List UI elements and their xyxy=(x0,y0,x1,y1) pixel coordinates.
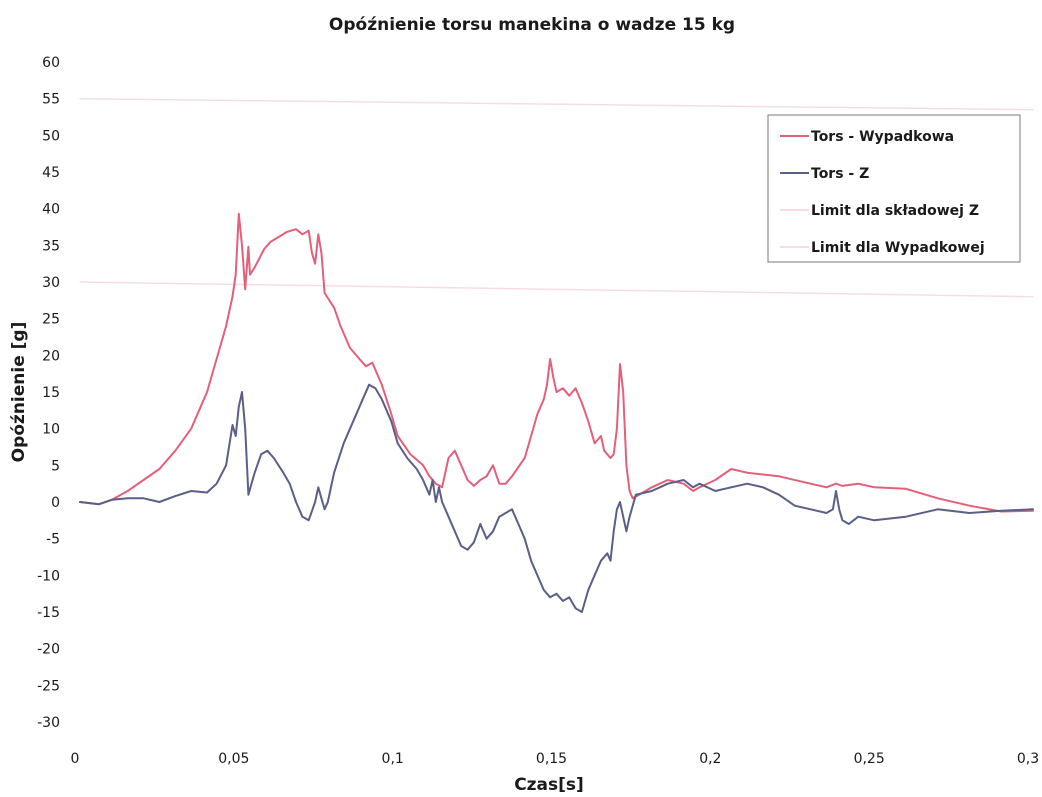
y-tick-label: 0 xyxy=(51,495,60,511)
legend-label: Limit dla Wypadkowej xyxy=(811,240,985,256)
x-tick-label: 0,15 xyxy=(536,751,567,767)
legend-box xyxy=(767,114,1021,263)
y-tick-label: 50 xyxy=(42,128,60,144)
x-tick-label: 0 xyxy=(71,751,80,767)
y-tick-label: 55 xyxy=(42,92,60,108)
series-line-3 xyxy=(79,281,1034,298)
y-tick-label: -15 xyxy=(37,605,60,621)
series-line-1 xyxy=(79,212,1034,513)
y-tick-label: 60 xyxy=(42,55,60,71)
y-axis-title: Opóźnienie [g] xyxy=(9,322,29,463)
x-tick-label: 0,25 xyxy=(854,751,885,767)
y-tick-label: 25 xyxy=(42,312,60,328)
x-tick-label: 0,1 xyxy=(382,751,404,767)
y-tick-label: -30 xyxy=(37,715,60,731)
x-tick-label: 0,2 xyxy=(699,751,721,767)
chart-title: Opóźnienie torsu manekina o wadze 15 kg xyxy=(329,15,735,35)
legend-label: Tors - Wypadkowa xyxy=(811,129,954,145)
y-tick-labels: -30 -25 -20 -15 -10 -5 0 5 10 15 20 25 30 35 40 45 50 55 6… xyxy=(37,55,60,731)
y-tick-label: 5 xyxy=(51,458,60,474)
y-tick-label: 40 xyxy=(42,202,60,218)
series-lines xyxy=(79,212,1034,613)
y-tick-label: 45 xyxy=(42,165,60,181)
x-tick-label: 0,3 xyxy=(1017,751,1039,767)
x-tick-label: 0,05 xyxy=(218,751,249,767)
y-tick-label: -20 xyxy=(37,642,60,658)
y-tick-label: -10 xyxy=(37,568,60,584)
y-tick-label: 30 xyxy=(42,275,60,291)
legend-label: Tors - Z xyxy=(811,166,869,182)
legend: Tors - Wypadkowa Tors - Z Limit dla składo… xyxy=(767,114,1021,263)
limit-lines xyxy=(79,97,1034,298)
y-tick-label: -25 xyxy=(37,678,60,694)
y-tick-label: 20 xyxy=(42,348,60,364)
y-tick-label: -5 xyxy=(46,532,60,548)
x-tick-labels: 0 0,05 0,1 0,15 0,2 0,25 0,3 xyxy=(71,751,1040,767)
y-tick-label: 35 xyxy=(42,238,60,254)
series-line-4 xyxy=(79,97,1034,111)
x-axis-title: Czas[s] xyxy=(514,775,584,795)
y-tick-label: 15 xyxy=(42,385,60,401)
legend-label: Limit dla składowej Z xyxy=(811,203,979,219)
series-line-2 xyxy=(79,383,1034,613)
y-tick-label: 10 xyxy=(42,422,60,438)
